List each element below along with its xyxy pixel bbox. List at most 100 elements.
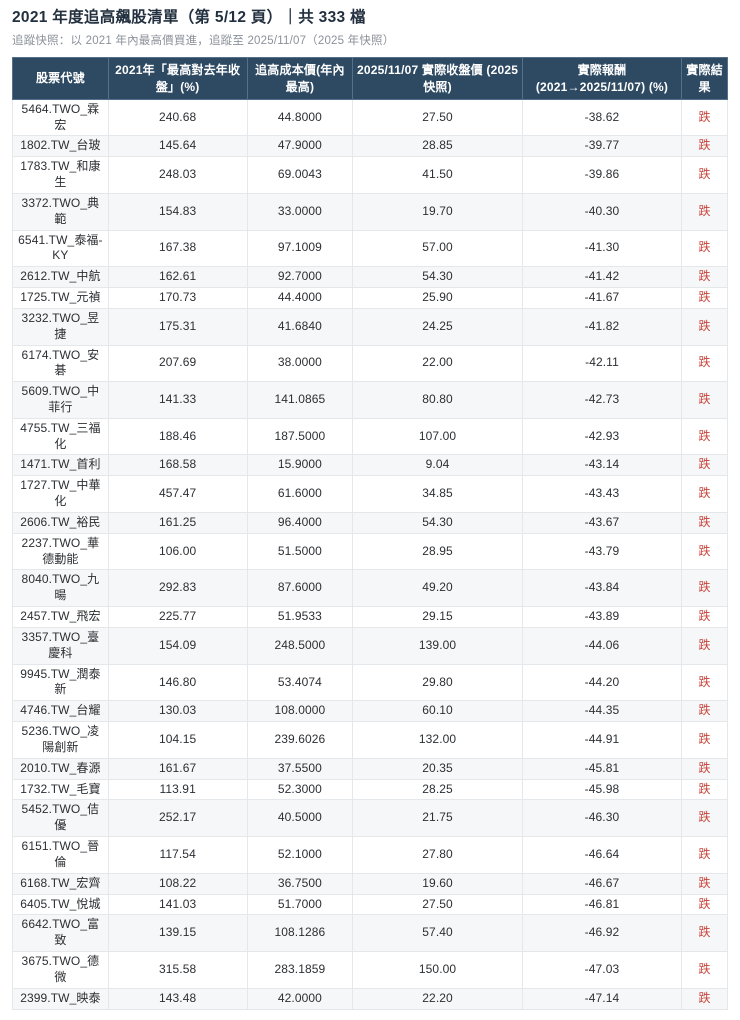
cell-stock-code: 2399.TW_映泰: [12, 987, 109, 1010]
cell-surge-pct: 175.31: [107, 307, 248, 346]
cell-result: 跌: [681, 893, 728, 916]
cell-stock-code: 1725.TW_元禎: [12, 287, 109, 309]
table-row: 5236.TWO_凌陽創新 104.15 239.6026 132.00 -44…: [12, 721, 728, 759]
cell-close-price: 29.15: [352, 606, 523, 628]
cell-close-price: 22.00: [352, 344, 523, 383]
cell-surge-pct: 170.73: [107, 287, 248, 309]
cell-stock-code: 6174.TWO_安碁: [12, 344, 109, 383]
table-row: 8040.TWO_九暘 292.83 87.6000 49.20 -43.84 …: [12, 569, 728, 608]
table-row: 1471.TW_首利 168.58 15.9000 9.04 -43.14 跌: [12, 454, 728, 477]
cell-actual-return: -43.89: [521, 606, 683, 628]
table-row: 3357.TWO_臺慶科 154.09 248.5000 139.00 -44.…: [12, 626, 728, 665]
page-title: 2021 年度追高飆股清單（第 5/12 頁）｜共 333 檔: [12, 9, 366, 26]
cell-stock-code: 6642.TWO_富致: [12, 914, 109, 953]
cell-cost-price: 239.6026: [246, 721, 354, 759]
cell-surge-pct: 154.09: [107, 626, 248, 665]
cell-close-price: 132.00: [352, 721, 523, 759]
cell-actual-return: -46.64: [521, 836, 683, 874]
column-header-result: 實際結果: [681, 57, 728, 100]
cell-result: 跌: [681, 511, 728, 534]
cell-stock-code: 2612.TW_中航: [12, 266, 109, 289]
cell-surge-pct: 145.64: [107, 135, 248, 158]
table-row: 5609.TWO_中菲行 141.33 141.0865 80.80 -42.7…: [12, 381, 728, 419]
cell-surge-pct: 141.33: [107, 381, 248, 419]
cell-stock-code: 9945.TW_潤泰新: [12, 663, 109, 702]
table-row: 1783.TW_和康生 248.03 69.0043 41.50 -39.86 …: [12, 156, 728, 194]
cell-result: 跌: [681, 475, 728, 513]
cell-stock-code: 6151.TWO_晉倫: [12, 836, 109, 874]
table-row: 6642.TWO_富致 139.15 108.1286 57.40 -46.92…: [12, 914, 728, 953]
cell-cost-price: 36.7500: [246, 872, 354, 895]
cell-surge-pct: 117.54: [107, 836, 248, 874]
cell-result: 跌: [681, 307, 728, 346]
cell-stock-code: 1727.TW_中華化: [12, 475, 109, 513]
table-row: 1725.TW_元禎 170.73 44.4000 25.90 -41.67 跌: [12, 287, 728, 309]
cell-surge-pct: 248.03: [107, 156, 248, 194]
cell-close-price: 150.00: [352, 951, 523, 989]
cell-actual-return: -44.35: [521, 700, 683, 723]
cell-actual-return: -46.67: [521, 872, 683, 895]
cell-surge-pct: 207.69: [107, 344, 248, 383]
table-row: 4755.TW_三福化 188.46 187.5000 107.00 -42.9…: [12, 417, 728, 456]
table-row: 2399.TW_映泰 143.48 42.0000 22.20 -47.14 跌: [12, 987, 728, 1010]
cell-stock-code: 5609.TWO_中菲行: [12, 381, 109, 419]
cell-cost-price: 53.4074: [246, 663, 354, 702]
cell-cost-price: 44.8000: [246, 98, 354, 137]
cell-close-price: 24.25: [352, 307, 523, 346]
table-row: 5464.TWO_霖宏 240.68 44.8000 27.50 -38.62 …: [12, 98, 728, 137]
cell-close-price: 20.35: [352, 757, 523, 780]
cell-stock-code: 3675.TWO_德微: [12, 951, 109, 989]
cell-surge-pct: 188.46: [107, 417, 248, 456]
cell-result: 跌: [681, 192, 728, 231]
cell-stock-code: 3357.TWO_臺慶科: [12, 626, 109, 665]
cell-cost-price: 38.0000: [246, 344, 354, 383]
cell-stock-code: 1802.TW_台玻: [12, 135, 109, 158]
cell-close-price: 57.40: [352, 914, 523, 953]
cell-close-price: 139.00: [352, 626, 523, 665]
table-row: 3232.TWO_昱捷 175.31 41.6840 24.25 -41.82 …: [12, 307, 728, 346]
table-row: 3675.TWO_德微 315.58 283.1859 150.00 -47.0…: [12, 951, 728, 989]
cell-surge-pct: 252.17: [107, 799, 248, 838]
cell-surge-pct: 161.25: [107, 511, 248, 534]
cell-result: 跌: [681, 381, 728, 419]
cell-stock-code: 2010.TW_春源: [12, 757, 109, 780]
cell-actual-return: -44.20: [521, 663, 683, 702]
cell-stock-code: 2457.TW_飛宏: [12, 606, 109, 628]
cell-cost-price: 37.5500: [246, 757, 354, 780]
cell-close-price: 19.60: [352, 872, 523, 895]
cell-actual-return: -42.11: [521, 344, 683, 383]
cell-actual-return: -47.14: [521, 987, 683, 1010]
cell-result: 跌: [681, 799, 728, 838]
cell-result: 跌: [681, 135, 728, 158]
cell-result: 跌: [681, 951, 728, 989]
cell-close-price: 28.85: [352, 135, 523, 158]
cell-cost-price: 141.0865: [246, 381, 354, 419]
cell-surge-pct: 292.83: [107, 569, 248, 608]
cell-result: 跌: [681, 872, 728, 895]
cell-surge-pct: 139.15: [107, 914, 248, 953]
table-row: 3372.TWO_典範 154.83 33.0000 19.70 -40.30 …: [12, 192, 728, 231]
cell-close-price: 27.50: [352, 98, 523, 137]
cell-surge-pct: 240.68: [107, 98, 248, 137]
cell-actual-return: -43.67: [521, 511, 683, 534]
cell-result: 跌: [681, 606, 728, 628]
table-row: 1802.TW_台玻 145.64 47.9000 28.85 -39.77 跌: [12, 135, 728, 158]
cell-close-price: 57.00: [352, 229, 523, 268]
cell-actual-return: -42.93: [521, 417, 683, 456]
cell-close-price: 54.30: [352, 511, 523, 534]
cell-close-price: 21.75: [352, 799, 523, 838]
cell-close-price: 27.80: [352, 836, 523, 874]
cell-cost-price: 33.0000: [246, 192, 354, 231]
cell-actual-return: -44.06: [521, 626, 683, 665]
cell-cost-price: 44.4000: [246, 287, 354, 309]
cell-surge-pct: 315.58: [107, 951, 248, 989]
cell-stock-code: 6405.TW_悅城: [12, 893, 109, 916]
cell-actual-return: -41.42: [521, 266, 683, 289]
column-header-cost-price: 追高成本價(年內最高): [246, 57, 354, 100]
cell-close-price: 27.50: [352, 893, 523, 916]
table-row: 6168.TW_宏齊 108.22 36.7500 19.60 -46.67 跌: [12, 872, 728, 895]
cell-result: 跌: [681, 987, 728, 1010]
table-row: 1727.TW_中華化 457.47 61.6000 34.85 -43.43 …: [12, 475, 728, 513]
cell-close-price: 60.10: [352, 700, 523, 723]
